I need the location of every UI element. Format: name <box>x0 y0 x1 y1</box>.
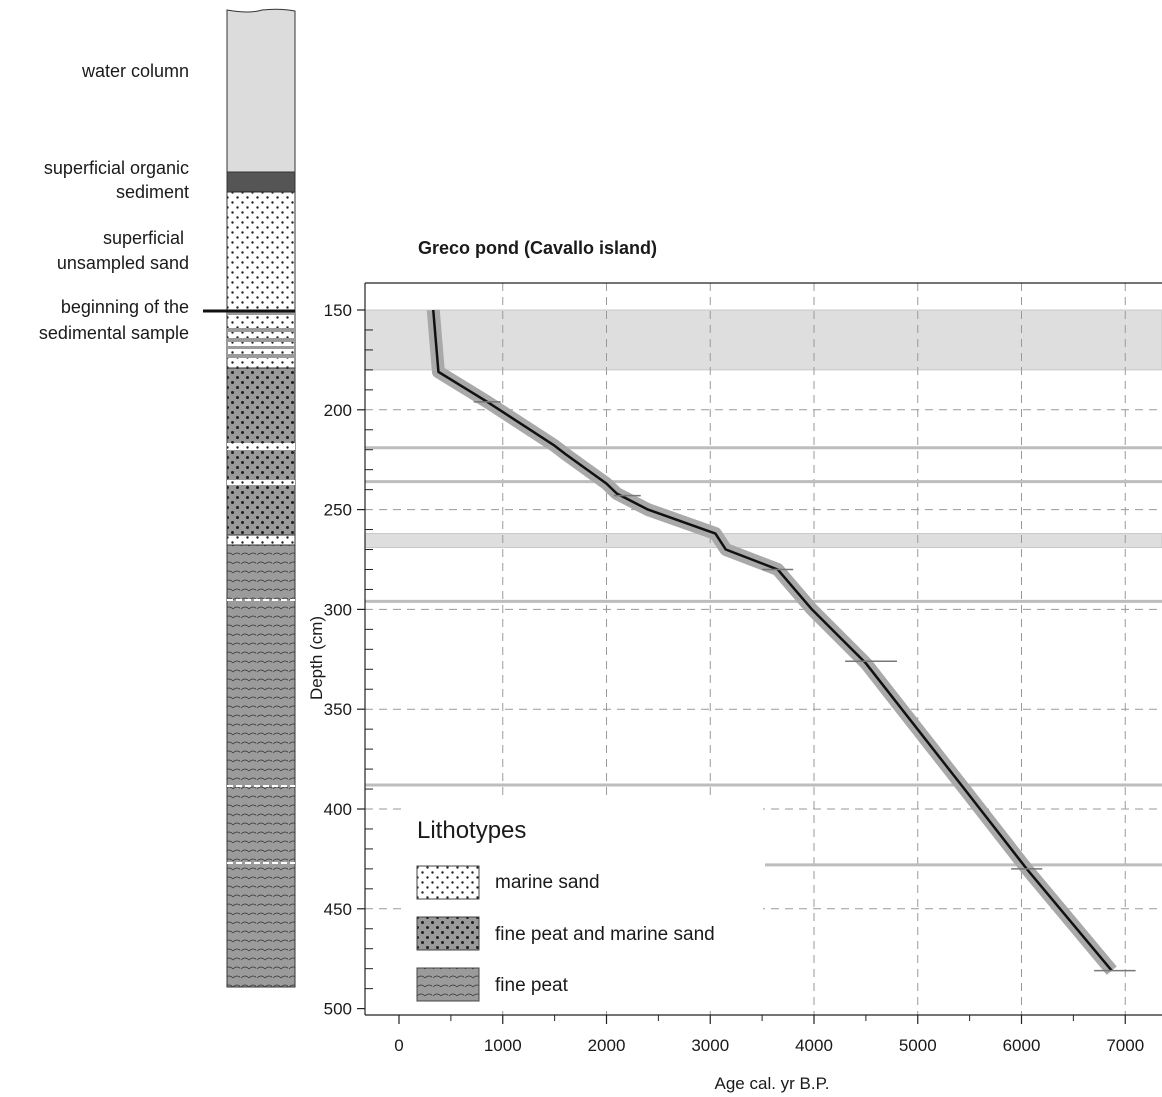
legend-label-marine-sand: marine sand <box>495 872 600 893</box>
label-organic-sediment: superficial organic sediment <box>44 158 189 202</box>
y-tick-label: 150 <box>324 301 352 320</box>
sand-lens <box>226 534 296 546</box>
legend-label-peat-sand: fine peat and marine sand <box>495 924 715 945</box>
column-layer <box>227 354 295 358</box>
x-tick-label: 2000 <box>588 1036 626 1055</box>
legend-title: Lithotypes <box>417 817 526 844</box>
legend-swatch-peat-sand <box>416 916 480 951</box>
legend: Lithotypes marine sand fine peat and mar… <box>403 797 763 1007</box>
y-tick-label: 300 <box>324 600 352 619</box>
age-curve <box>426 309 1117 975</box>
age-depth-chart: Greco pond (Cavallo island) 150 200 250 300… <box>307 238 1162 1093</box>
chart-title: Greco pond (Cavallo island) <box>418 238 657 258</box>
dated-samples <box>473 401 1136 972</box>
fine-peat-unit <box>226 544 296 988</box>
y-tick-label: 350 <box>324 700 352 719</box>
y-tick-label: 200 <box>324 401 352 420</box>
water-column-unit <box>226 8 296 173</box>
column-layer <box>227 312 295 315</box>
x-tick-label: 7000 <box>1106 1036 1144 1055</box>
x-tick-label: 4000 <box>795 1036 833 1055</box>
column-layer <box>227 338 295 342</box>
y-tick-label: 250 <box>324 501 352 520</box>
x-tick-label: 6000 <box>1003 1036 1041 1055</box>
peat-sand-unit <box>226 367 296 536</box>
label-sample-start: beginning of the sedimental sample <box>39 297 189 343</box>
label-unsampled-sand: superficial unsampled sand <box>57 228 189 273</box>
hiatus-bands <box>364 309 1162 549</box>
column-layer <box>227 346 295 349</box>
sand-lens <box>227 443 295 450</box>
y-tick-label: 500 <box>324 1000 352 1019</box>
hiatus-band <box>364 533 1162 549</box>
age-depth-line <box>431 309 1113 972</box>
x-tick-label: 1000 <box>484 1036 522 1055</box>
legend-label-fine-peat: fine peat <box>495 975 569 996</box>
x-tick-label: 3000 <box>691 1036 729 1055</box>
column-layer <box>227 328 295 332</box>
hiatus-band <box>364 309 1162 371</box>
y-tick-label: 400 <box>324 800 352 819</box>
y-tick-label: 450 <box>324 900 352 919</box>
legend-swatch-marine-sand <box>416 865 480 900</box>
x-axis-title: Age cal. yr B.P. <box>715 1074 830 1093</box>
label-water-column: water column <box>81 61 189 81</box>
organic-sediment-unit <box>226 171 296 194</box>
horizons <box>365 446 1162 867</box>
x-tick-label: 5000 <box>899 1036 937 1055</box>
y-axis-title: Depth (cm) <box>307 616 326 700</box>
x-tick-label: 0 <box>394 1036 403 1055</box>
stratigraphic-column: water column superficial organic sediment… <box>39 8 296 988</box>
legend-swatch-fine-peat <box>416 967 480 1002</box>
sand-lens <box>227 480 295 485</box>
